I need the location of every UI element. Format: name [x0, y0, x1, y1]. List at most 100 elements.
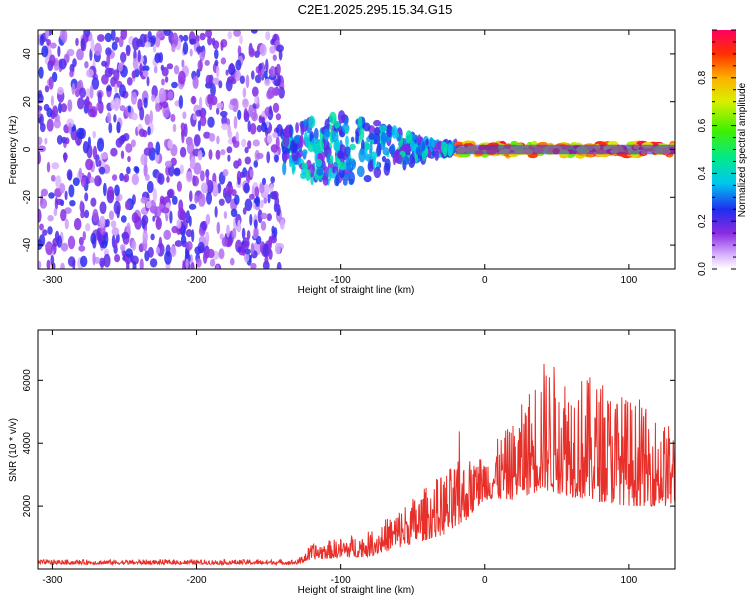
spectrogram-cell — [108, 210, 115, 221]
spectrogram-cell — [255, 196, 261, 207]
spectrogram-cell — [253, 219, 258, 229]
spectrogram-cell — [181, 129, 185, 144]
spectrogram-cell — [425, 138, 429, 146]
spectrogram-cell — [155, 141, 161, 156]
spectrogram-cell — [48, 76, 54, 90]
snr-y-label: SNR (10 * v/v) — [8, 418, 19, 482]
spectrogram-cell — [139, 258, 144, 269]
spectrogram-cell — [39, 223, 44, 231]
spectrogram-cell — [326, 153, 330, 162]
spectrogram-cell — [134, 166, 140, 174]
spectrogram-cell — [313, 127, 319, 141]
spectrogram-cell — [204, 59, 210, 66]
spectrogram-cell — [64, 218, 69, 230]
snr-frame — [37, 329, 676, 570]
spectrogram-cell — [181, 211, 187, 221]
x-tick-label: -200 — [187, 575, 207, 586]
spectrogram-cell — [152, 215, 156, 222]
spectrogram-cell — [220, 41, 224, 51]
spectrogram-cell — [200, 170, 205, 182]
spectrogram-cell — [155, 102, 161, 112]
spectrogram-cell — [192, 175, 199, 187]
spectrogram-cell — [247, 140, 252, 150]
spectrogram-cell — [106, 112, 112, 124]
spectrogram-cell — [153, 65, 158, 74]
spectrogram-cell — [78, 245, 86, 252]
colorbar-tick-label: 0.2 — [697, 214, 708, 228]
spectrogram-cell — [106, 85, 112, 92]
spectrogram-cell — [208, 133, 216, 142]
spectrogram-cell — [278, 86, 285, 99]
spectrogram-cell — [132, 57, 139, 70]
spectrogram-cell — [145, 174, 150, 181]
spectrogram-cell — [206, 191, 212, 205]
spectrogram-cell — [268, 249, 273, 260]
spectrogram-cell — [59, 183, 66, 194]
spectrogram-cell — [402, 156, 410, 165]
spectrogram-cell — [381, 155, 387, 163]
spectrogram-cell — [256, 124, 262, 133]
chart-title: C2E1.2025.295.15.34.G15 — [297, 2, 453, 17]
spectrogram-cell — [386, 124, 392, 139]
spectrogram-cell — [143, 163, 148, 178]
spectrogram-cell — [434, 150, 440, 161]
snr-background — [38, 330, 675, 569]
spectrogram-cell — [262, 184, 270, 196]
spectrogram-cell — [42, 229, 48, 236]
colorbar — [712, 30, 736, 269]
spectrogram-cell — [246, 230, 251, 240]
spectrogram-cell — [232, 139, 240, 148]
spectrogram-cell — [97, 34, 105, 42]
spectrogram-cell — [216, 102, 224, 110]
spectrogram-cell — [44, 137, 48, 145]
spectrogram-cell — [158, 236, 163, 251]
spectrogram-cell — [202, 111, 206, 120]
spectrogram-cell — [126, 50, 131, 57]
spectrogram-cell — [392, 151, 397, 166]
y-tick-label: 0 — [22, 146, 33, 152]
spectrogram-cell — [40, 194, 44, 205]
spectrogram-cell — [45, 242, 53, 250]
spectrogram-cell — [237, 219, 241, 232]
spectrogram-cell — [99, 215, 106, 229]
spectrogram-cell — [110, 147, 118, 157]
spectrogram-cell — [215, 149, 221, 160]
snr-x-label: Height of straight line (km) — [298, 585, 415, 596]
spectrogram-cell — [212, 40, 220, 50]
spectrogram-cell — [38, 66, 44, 79]
spectrogram-cell — [173, 167, 181, 176]
colorbar-label: Normalized spectral amplitude — [737, 82, 748, 217]
spectrogram-cell — [49, 54, 56, 67]
spectrogram-cell — [239, 35, 243, 45]
spectrogram-cell — [143, 147, 152, 156]
spectrogram-cell — [147, 126, 151, 136]
spectrogram-cell — [239, 75, 245, 84]
spectrogram-cell — [72, 58, 77, 68]
spectrogram-cell — [108, 122, 113, 134]
spectrogram-cell — [178, 95, 184, 109]
spectrogram-cell — [120, 30, 128, 40]
spectrogram-cell — [164, 139, 168, 148]
spectrogram-cell — [274, 242, 281, 255]
spectrogram-cell — [111, 41, 118, 51]
spectrogram-cell — [390, 143, 396, 155]
y-tick-label: 6000 — [22, 369, 33, 392]
spectrogram-cell — [149, 199, 157, 214]
spectrogram-cell — [247, 120, 251, 133]
spectrogram-cell — [332, 166, 336, 174]
spectrogram-cell — [345, 126, 349, 135]
spectrogram-cell — [137, 49, 141, 63]
spectrogram-cell — [202, 251, 208, 264]
spectrogram-cell — [38, 145, 46, 153]
spectrogram-cell — [349, 143, 356, 151]
spectrogram-cell — [265, 58, 269, 73]
spectrogram-cell — [337, 161, 346, 170]
spectrogram-cell — [267, 193, 271, 204]
spectrogram-cell — [61, 30, 68, 44]
spectrogram-cell — [293, 135, 300, 144]
colorbar-tick-label: 0.4 — [697, 166, 708, 180]
spectrogram-cell — [69, 200, 76, 207]
spectrogram-cell — [242, 207, 247, 215]
spectrogram-cell — [94, 256, 101, 264]
spectrogram-cell — [182, 41, 189, 55]
